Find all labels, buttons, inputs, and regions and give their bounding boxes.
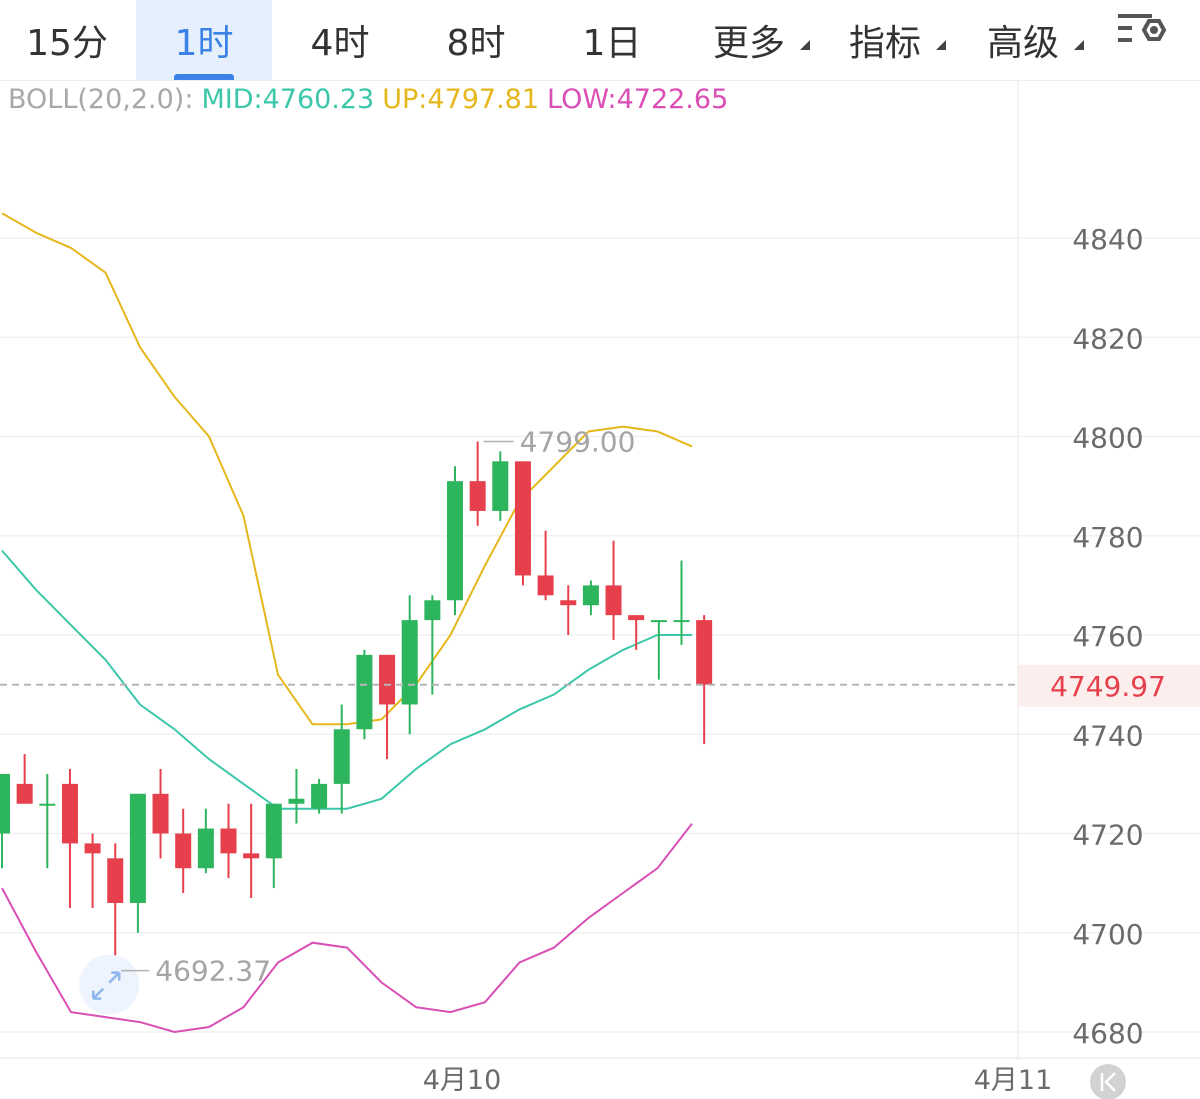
x-tick-label: 4月10 bbox=[423, 1065, 502, 1096]
candle-body bbox=[17, 784, 33, 804]
tab-label: 8时 bbox=[447, 14, 506, 66]
dropdown-arrow-icon bbox=[800, 40, 810, 50]
high-price-label: 4799.00 bbox=[520, 425, 636, 458]
candle-body bbox=[85, 843, 101, 853]
candle-body bbox=[583, 585, 599, 605]
tab-4hour[interactable]: 4时 bbox=[272, 0, 408, 80]
candle-body bbox=[175, 834, 191, 869]
candle-body bbox=[424, 600, 440, 620]
candle-body bbox=[402, 620, 418, 704]
candle-body bbox=[492, 461, 508, 511]
tab-1hour[interactable]: 1时 bbox=[136, 0, 272, 80]
low-marker-halo bbox=[79, 955, 139, 1015]
price-annotations: 4749.97 4799.00 4692.37 bbox=[0, 425, 1200, 1014]
y-tick-label: 4740 bbox=[1072, 719, 1143, 752]
y-tick-label: 4760 bbox=[1072, 620, 1143, 653]
current-price-label: 4749.97 bbox=[1050, 670, 1166, 703]
candle-body bbox=[39, 804, 55, 806]
candle-body bbox=[560, 600, 576, 605]
x-tick-label: 4月11 bbox=[974, 1065, 1053, 1096]
tab-1day[interactable]: 1日 bbox=[544, 0, 680, 80]
candle-body bbox=[198, 829, 214, 869]
chart-grid bbox=[0, 80, 1200, 1060]
tab-label: 更多 bbox=[713, 14, 785, 66]
tab-label: 指标 bbox=[849, 14, 921, 66]
dropdown-arrow-icon bbox=[936, 40, 946, 50]
y-tick-label: 4720 bbox=[1072, 819, 1143, 852]
candle-body bbox=[538, 575, 554, 595]
tab-15min[interactable]: 15分 bbox=[0, 0, 134, 80]
tab-8hour[interactable]: 8时 bbox=[408, 0, 544, 80]
candle-body bbox=[221, 829, 237, 854]
tab-more[interactable]: 更多 bbox=[692, 0, 806, 80]
candle-body bbox=[130, 794, 146, 903]
candle-body bbox=[266, 804, 282, 859]
y-tick-label: 4680 bbox=[1072, 1017, 1143, 1050]
candle-body bbox=[674, 620, 690, 622]
candle-body bbox=[0, 774, 10, 834]
y-tick-label: 4800 bbox=[1072, 422, 1143, 455]
tab-indicators[interactable]: 指标 bbox=[828, 0, 942, 80]
scroll-to-latest-button[interactable] bbox=[1090, 1064, 1126, 1099]
dropdown-arrow-icon bbox=[1074, 40, 1084, 50]
y-tick-label: 4700 bbox=[1072, 918, 1143, 951]
bollinger-bands bbox=[2, 213, 692, 1032]
candle-body bbox=[515, 461, 531, 575]
candle-body bbox=[62, 784, 78, 844]
chart-settings-icon bbox=[1110, 6, 1174, 62]
candle-body bbox=[696, 620, 712, 685]
candle-body bbox=[606, 585, 622, 615]
candle-body bbox=[379, 655, 395, 705]
tab-label: 1日 bbox=[583, 14, 642, 66]
tab-label: 高级 bbox=[987, 14, 1059, 66]
candles bbox=[0, 441, 712, 997]
candle-body bbox=[447, 481, 463, 600]
candle-body bbox=[107, 858, 123, 903]
tab-label: 15分 bbox=[26, 14, 108, 66]
low-price-label: 4692.37 bbox=[155, 955, 271, 988]
tab-advanced[interactable]: 高级 bbox=[966, 0, 1080, 80]
candle-body bbox=[470, 481, 486, 511]
candle-body bbox=[651, 620, 667, 622]
y-tick-label: 4780 bbox=[1072, 521, 1143, 554]
candle-body bbox=[288, 799, 304, 804]
candle-body bbox=[243, 853, 259, 858]
tab-label: 1时 bbox=[175, 14, 234, 66]
chart-axes: 4840 4820 4800 4780 4760 4740 4720 4700 4680 4月10… bbox=[423, 223, 1144, 1099]
boll-upper-line bbox=[2, 213, 692, 724]
candle-body bbox=[356, 655, 372, 729]
candle-body bbox=[628, 615, 644, 620]
candle-body bbox=[334, 729, 350, 784]
y-tick-label: 4840 bbox=[1072, 223, 1143, 256]
candle-body bbox=[153, 794, 169, 834]
timeframe-tabbar: 15分 1时 4时 8时 1日 更多 指标 高级 bbox=[0, 0, 1200, 81]
tab-label: 4时 bbox=[311, 14, 370, 66]
chart-settings-button[interactable] bbox=[1110, 6, 1174, 62]
candle-body bbox=[311, 784, 327, 809]
y-tick-label: 4820 bbox=[1072, 322, 1143, 355]
